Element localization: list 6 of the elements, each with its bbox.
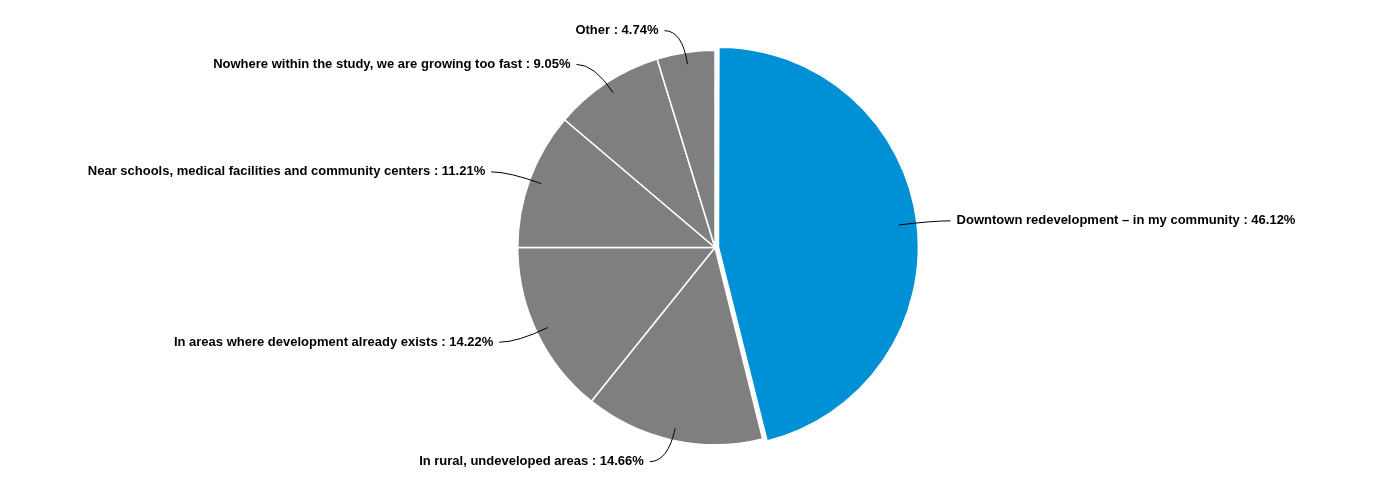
slice-label: Downtown redevelopment – in my community : 46.12% — [956, 212, 1296, 228]
slice-label: Nowhere within the study, we are growing too fast : 9.05% — [213, 55, 571, 71]
slice-label: Other : 4.74% — [575, 22, 659, 38]
slice-label: Near schools, medical facilities and community centers : 11.21% — [87, 163, 486, 179]
slice-label: In areas where development already exists : 14.22% — [173, 333, 494, 349]
slice-label: In rural, undeveloped areas : 14.66% — [419, 453, 645, 469]
